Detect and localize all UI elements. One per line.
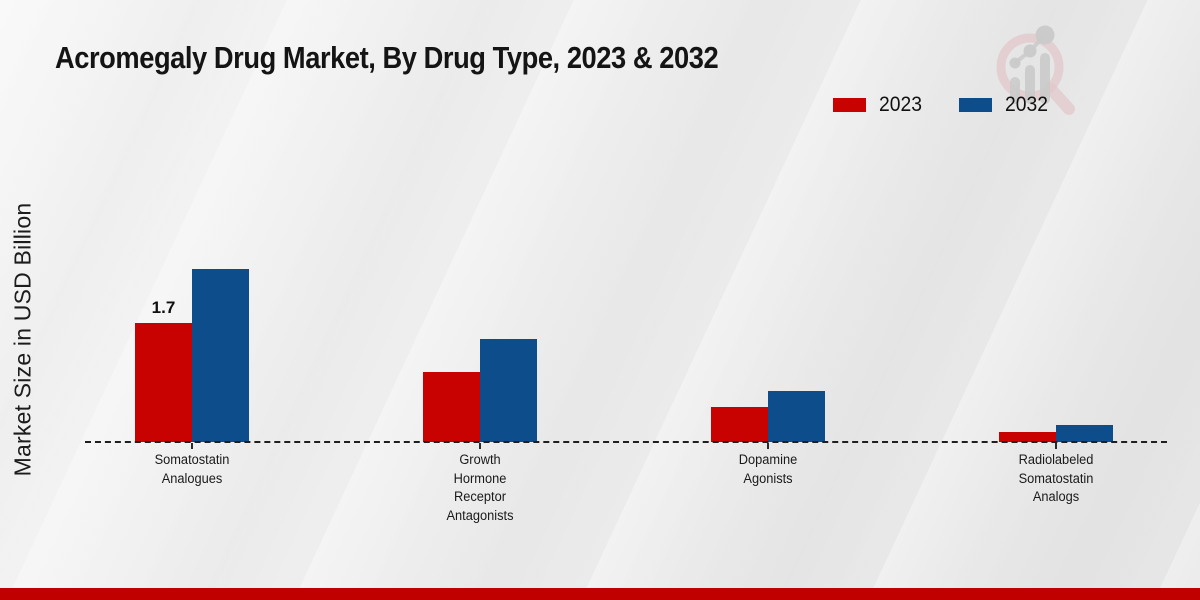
bar-2023-category-3 [999, 431, 1056, 442]
category-label-3: Radiolabeled Somatostatin Analogs [1018, 452, 1094, 504]
legend-item-2023[interactable]: 2023 [832, 93, 926, 117]
legend-item-2032[interactable]: 2032 [959, 93, 1052, 117]
legend-swatch-2023 [832, 98, 866, 112]
bar-2032-category-0 [192, 269, 249, 442]
bar-2023-category-0 [135, 323, 192, 442]
category-label-2: Dopamine Agonists [738, 452, 798, 486]
category-label-1: Growth Hormone Receptor Antagonists [446, 452, 514, 523]
category-label-0: Somatostatin Analogues [154, 452, 230, 486]
bar-2023-category-2 [711, 407, 768, 442]
x-axis-tick [1055, 443, 1057, 449]
bar-value-label: 1.7 [151, 298, 176, 317]
chart-title: Acromegaly Drug Market, By Drug Type, 20… [55, 40, 719, 75]
bar-2032-category-3 [1056, 425, 1113, 442]
x-axis-tick [767, 443, 769, 449]
legend: 2023 2032 [832, 93, 1052, 117]
legend-swatch-2032 [959, 98, 993, 112]
y-axis-title: Market Size in USD Billion [9, 202, 36, 477]
x-axis-tick [191, 443, 193, 449]
x-axis-tick [479, 443, 481, 449]
magnifier-growth-chart-logo-icon [996, 25, 1075, 115]
bar-2023-category-1 [423, 372, 480, 442]
bar-2032-category-2 [768, 390, 825, 442]
legend-label-2032: 2032 [1005, 93, 1049, 116]
footer-accent-bar [0, 588, 1200, 600]
bar-2032-category-1 [480, 339, 537, 442]
x-axis-baseline [85, 441, 1167, 443]
legend-label-2023: 2023 [878, 93, 922, 116]
